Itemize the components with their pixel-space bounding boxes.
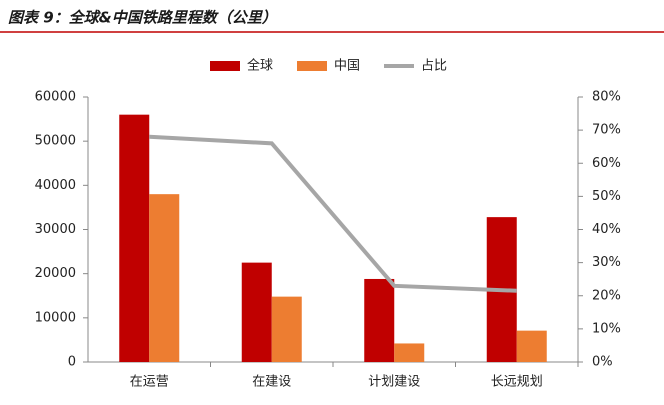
y-tick-label: 40000	[35, 178, 76, 193]
y2-tick-label: 50%	[592, 189, 621, 204]
x-tick-label: 长远规划	[491, 375, 543, 390]
x-tick-label: 在建设	[252, 375, 291, 390]
bar	[516, 330, 547, 362]
y2-tick-label: 80%	[592, 90, 621, 105]
bar	[241, 262, 272, 362]
y-tick-label: 0	[68, 355, 76, 370]
y2-tick-label: 30%	[592, 255, 621, 270]
bar	[119, 114, 150, 363]
y-tick-label: 20000	[35, 266, 76, 281]
y2-tick-label: 40%	[592, 222, 621, 237]
y2-tick-label: 0%	[592, 355, 613, 370]
bar	[364, 278, 395, 362]
y-tick-label: 60000	[35, 90, 76, 105]
legend-label: 中国	[334, 59, 360, 74]
y-tick-label: 50000	[35, 134, 76, 149]
y2-tick-label: 60%	[592, 156, 621, 171]
x-tick-label: 在运营	[130, 375, 169, 390]
y2-tick-label: 10%	[592, 321, 621, 336]
y2-tick-label: 20%	[592, 288, 621, 303]
legend-swatch	[210, 61, 240, 71]
legend-label: 占比	[421, 59, 447, 74]
legend-label: 全球	[247, 58, 273, 74]
y-tick-label: 10000	[35, 310, 76, 325]
chart-title: 图表 9：全球&中国铁路里程数（公里）	[8, 9, 277, 27]
bar	[394, 343, 425, 362]
bar	[149, 194, 180, 362]
line	[149, 134, 517, 293]
x-tick-label: 计划建设	[368, 375, 420, 390]
bar	[271, 296, 302, 362]
legend-swatch	[297, 61, 327, 71]
y2-tick-label: 70%	[592, 123, 621, 138]
y-tick-label: 30000	[35, 222, 76, 237]
